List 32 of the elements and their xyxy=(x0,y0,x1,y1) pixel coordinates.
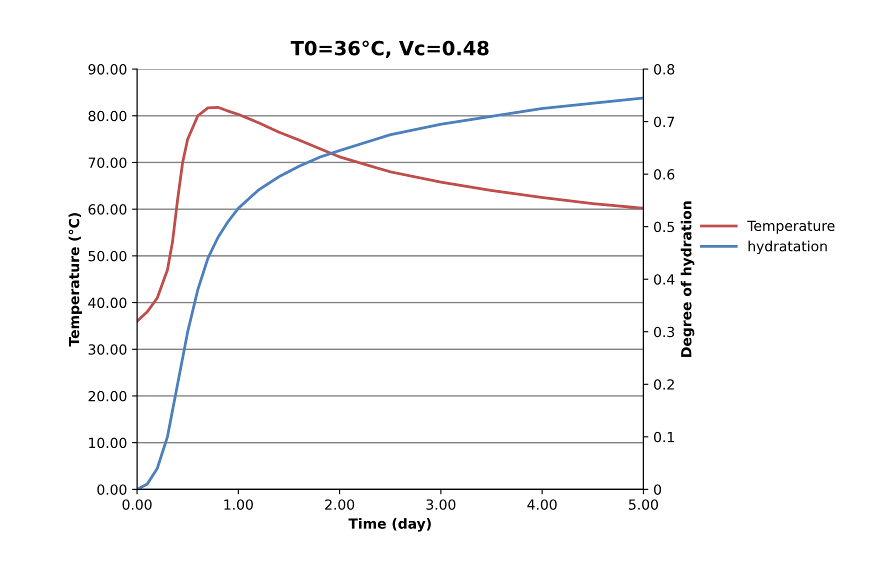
x-tick-label: 5.00 xyxy=(629,499,658,510)
x-tick-label: 4.00 xyxy=(527,499,557,510)
y-tick-label: 50.00 xyxy=(88,250,126,262)
y2-tick-label: 0 xyxy=(654,484,662,495)
y2-tick-label: 0.2 xyxy=(654,379,674,390)
y2-axis-title: Degree of hydration xyxy=(680,201,694,357)
y2-tick-label: 0.6 xyxy=(654,169,674,180)
y2-tick-label: 0.7 xyxy=(654,116,674,128)
y2-tick-label: 0.3 xyxy=(654,326,674,338)
legend-label: Temperature xyxy=(747,220,835,234)
y2-tick-label: 0.1 xyxy=(654,432,674,442)
y-tick-label: 90.00 xyxy=(88,64,126,75)
y-tick-label: 40.00 xyxy=(88,298,126,308)
y-tick-label: 10.00 xyxy=(89,438,126,448)
y-tick-label: 70.00 xyxy=(88,157,126,168)
y2-tick-label: 0.4 xyxy=(654,274,674,285)
y-tick-label: 0.00 xyxy=(97,484,126,495)
x-axis-title: Time (day) xyxy=(348,518,431,532)
x-tick-label: 2.00 xyxy=(325,499,354,510)
legend-label: hydratation xyxy=(748,240,827,254)
y2-tick-label: 0.5 xyxy=(654,222,674,232)
x-tick-label: 1.00 xyxy=(224,499,253,510)
y-tick-label: 20.00 xyxy=(88,390,126,402)
y-tick-label: 30.00 xyxy=(88,344,126,355)
chart-title: T0=36°C, Vc=0.48 xyxy=(290,40,489,58)
line-series xyxy=(137,106,644,323)
x-tick-label: 3.00 xyxy=(426,499,456,510)
y-tick-label: 60.00 xyxy=(88,204,126,215)
x-tick-label: 0.00 xyxy=(122,499,152,510)
y-tick-label: 80.00 xyxy=(88,110,126,122)
y2-tick-label: 0.8 xyxy=(654,64,674,75)
y-axis-title: Temperature (°C) xyxy=(68,213,82,346)
